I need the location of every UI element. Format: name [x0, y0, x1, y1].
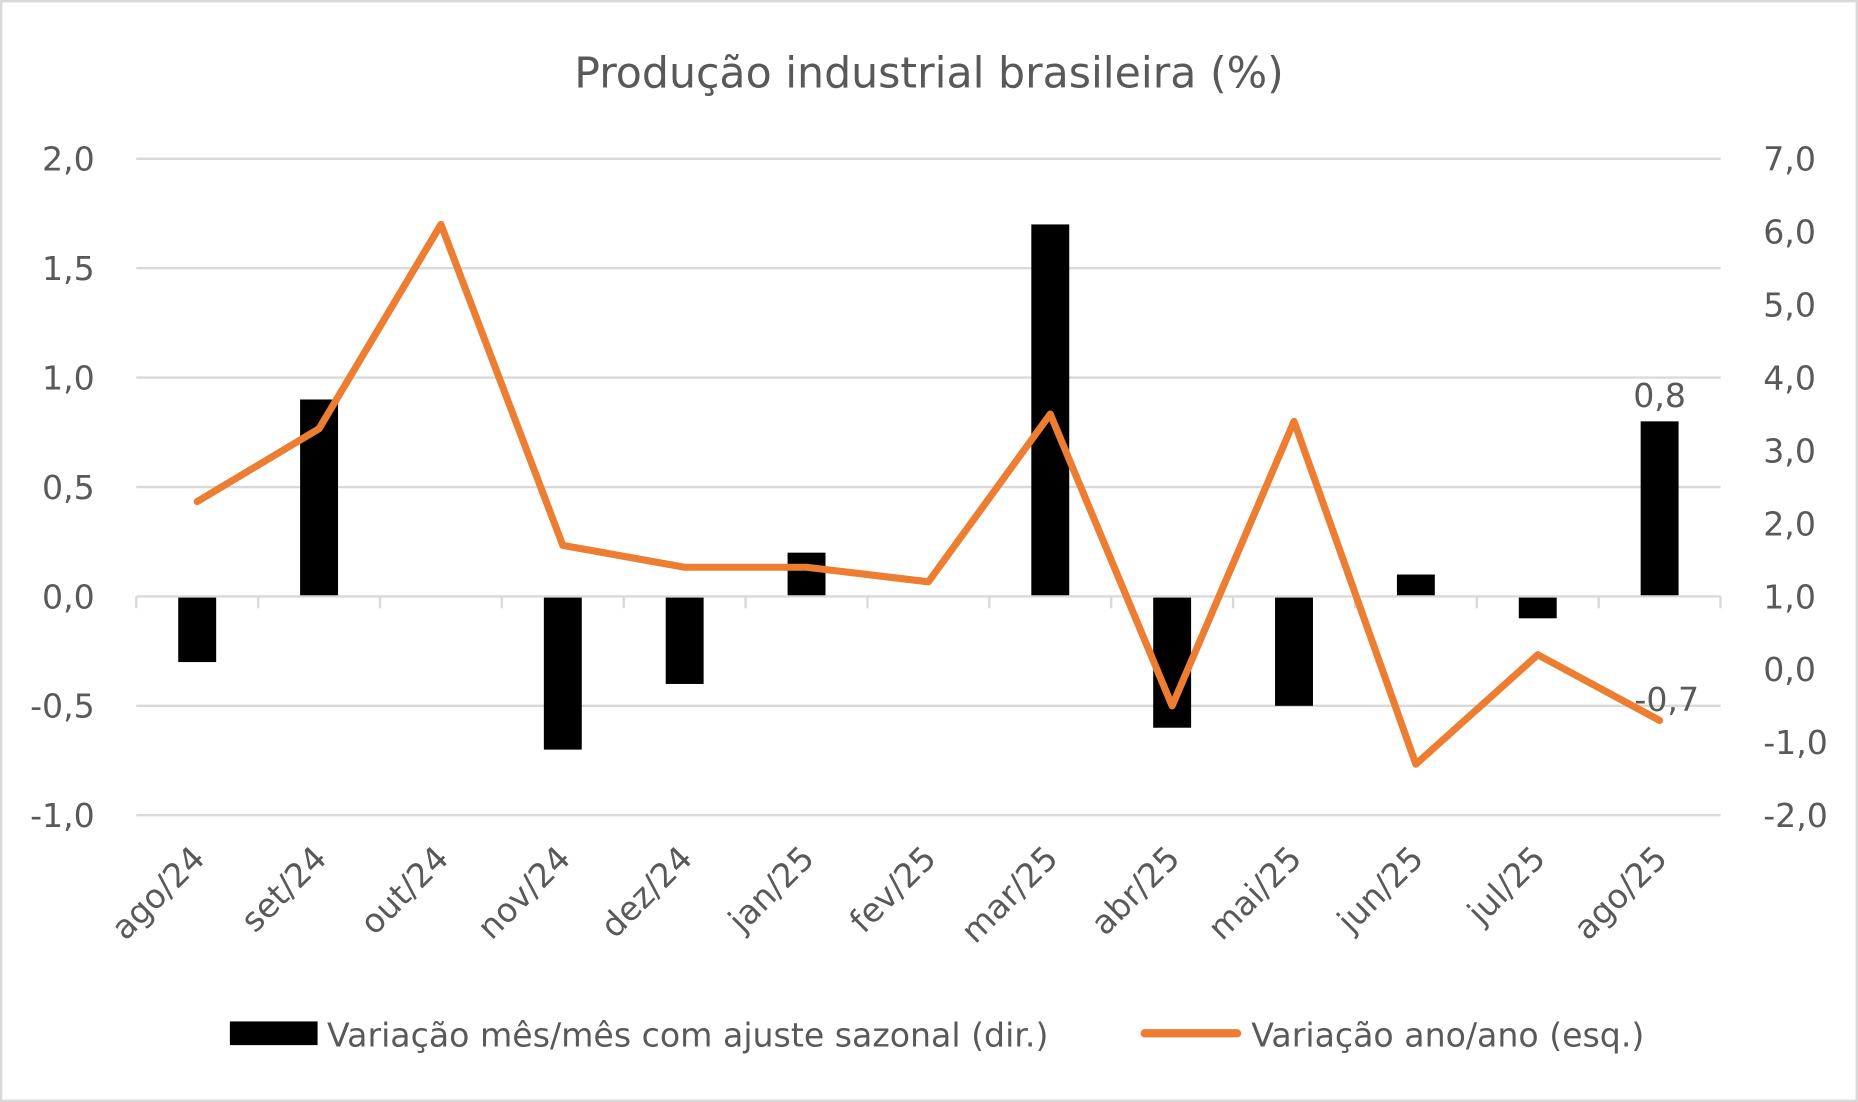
bar-mar/25 — [1031, 224, 1070, 597]
right-tick-label: 2,0 — [1763, 504, 1816, 543]
left-tick-label: 1,0 — [42, 358, 95, 397]
bar-mai/25 — [1275, 596, 1313, 706]
bar-dez/24 — [665, 596, 704, 684]
right-tick-label: 3,0 — [1763, 431, 1816, 470]
right-tick-label: 6,0 — [1763, 213, 1816, 252]
right-tick-label: 4,0 — [1763, 358, 1816, 397]
bar-jun/25 — [1396, 574, 1435, 597]
right-tick-label: 1,0 — [1763, 577, 1816, 616]
bar-ago/25 — [1640, 421, 1679, 597]
gridlines — [136, 157, 1721, 817]
bar-data-label: 0,8 — [1633, 376, 1686, 415]
left-tick-label: 1,5 — [42, 249, 95, 288]
left-tick-label: -0,5 — [30, 687, 95, 726]
line-series — [193, 220, 1664, 768]
right-tick-label: -2,0 — [1763, 796, 1828, 835]
bar-ago/24 — [178, 596, 217, 663]
bar-nov/24 — [543, 596, 582, 750]
left-tick-label: 0,0 — [42, 577, 95, 616]
legend-label-bar: Variação mês/mês com ajuste sazonal (dir… — [327, 1015, 1048, 1054]
right-tick-label: 0,0 — [1763, 650, 1816, 689]
right-tick-label: 7,0 — [1763, 140, 1816, 179]
right-tick-label: 5,0 — [1763, 286, 1816, 325]
x-axis — [135, 595, 1722, 609]
bar-jan/25 — [787, 552, 826, 597]
left-tick-label: 0,5 — [42, 468, 95, 507]
chart-title: Produção industrial brasileira (%) — [574, 49, 1283, 99]
legend: Variação mês/mês com ajuste sazonal (dir… — [229, 1015, 1644, 1054]
legend-swatch-bar — [229, 1021, 318, 1046]
line-data-label: -0,7 — [1634, 680, 1699, 719]
legend-label-line: Variação ano/ano (esq.) — [1251, 1015, 1644, 1054]
right-tick-label: -1,0 — [1763, 723, 1828, 762]
left-tick-label: -1,0 — [30, 796, 95, 835]
left-tick-label: 2,0 — [42, 140, 95, 179]
bar-jul/25 — [1518, 596, 1557, 619]
